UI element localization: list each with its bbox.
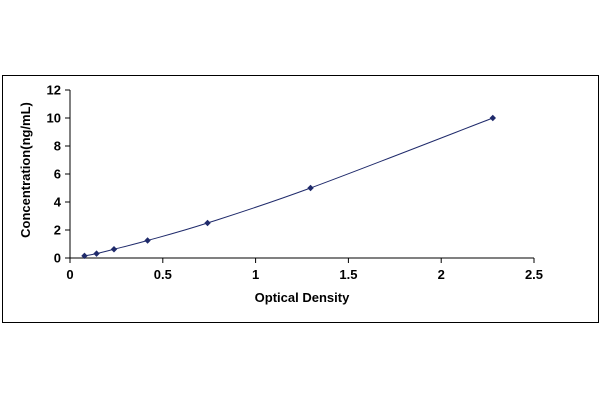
x-tick-label: 1.5 [339,267,357,282]
data-point-6 [307,184,314,192]
x-tick-label: 1 [252,267,259,282]
data-points [81,114,496,260]
x-tick-label: 0 [66,267,73,282]
x-tick-label: 0.5 [154,267,172,282]
y-tick-label: 0 [54,251,61,266]
data-point-1 [81,252,88,260]
x-tick-label: 2.5 [525,267,543,282]
data-point-2 [93,250,100,257]
data-point-5 [204,219,211,227]
x-axis-title: Optical Density [255,290,350,305]
y-tick-label: 10 [47,111,61,126]
y-tick-label: 4 [54,195,62,210]
data-point-4 [144,237,151,244]
y-tick-label: 2 [54,223,61,238]
y-tick-label: 6 [54,167,61,182]
x-tick-label: 2 [438,267,445,282]
y-tick-label: 8 [54,139,61,154]
x-ticks: 0 0.5 1 1.5 2 2.5 [66,258,543,282]
y-ticks: 0 2 4 6 8 10 12 [47,83,70,266]
outer-border [2,75,599,323]
y-axis-title: Concentration(ng/mL) [18,102,33,238]
y-tick-label: 12 [47,83,61,98]
data-point-3 [110,246,118,253]
data-point-7 [489,114,496,122]
